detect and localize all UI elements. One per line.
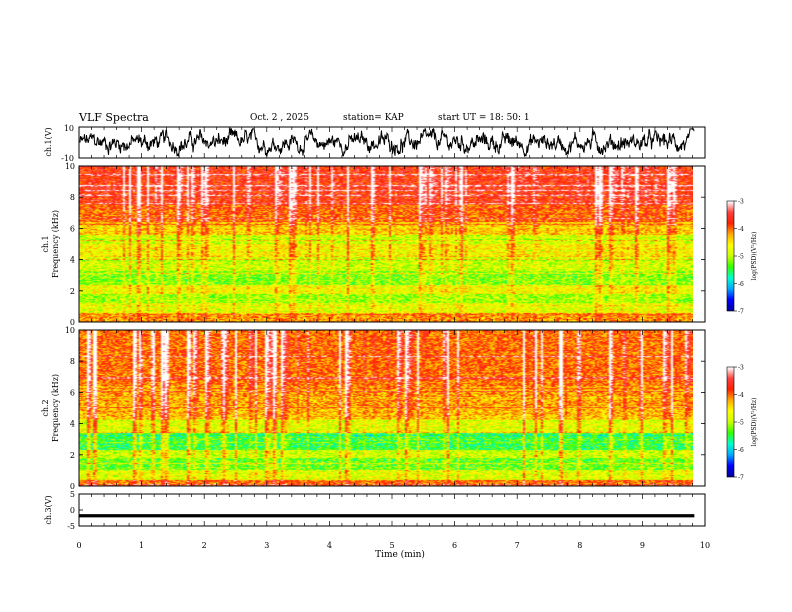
x-tick-label: 7 <box>515 541 520 550</box>
ch2-spec-ylabel-ch: ch.2 <box>41 399 50 416</box>
ch2-spec-ytick-label: 2 <box>70 451 75 460</box>
ch1-ylabel: ch.1(V) <box>44 127 53 156</box>
ch1-spectrogram-image <box>79 166 693 322</box>
date-label: Oct. 2 , 2025 <box>250 113 309 123</box>
x-tick-label: 1 <box>139 541 144 550</box>
ch1-spec-ytick-label: 8 <box>70 193 75 202</box>
ch1-colorbar-tick-label: -5 <box>738 254 744 261</box>
ch2-spec-ytick-label: 6 <box>70 388 75 397</box>
x-tick-label: 3 <box>264 541 269 550</box>
ch1-ytick-top: 10 <box>64 124 74 133</box>
ch2-spec-ytick-label: 0 <box>70 482 75 491</box>
x-axis-label: Time (min) <box>375 549 425 560</box>
ch3-ytick-label: 0 <box>70 506 75 515</box>
ch1-colorbar-label: log(PSD)(V²/Hz) <box>751 232 758 281</box>
ch2-colorbar-tick-label: -7 <box>738 475 744 482</box>
ch3-ytick-label: 5 <box>70 490 75 499</box>
ch3-waveform-trace <box>79 514 695 518</box>
ch1-spec-ytick-label: 4 <box>70 256 75 265</box>
ch1-colorbar-tick-label: -6 <box>738 281 744 288</box>
ch1-waveform-trace <box>79 127 695 158</box>
ch3-ylabel: ch.3(V) <box>44 495 53 524</box>
ch3-waveform-frame <box>78 493 706 527</box>
x-tick-label: 4 <box>327 541 332 550</box>
start-ut-label: start UT = 18: 50: 1 <box>438 113 530 123</box>
ch2-spec-ytick-label: 4 <box>70 420 75 429</box>
ch1-waveform-panel: 10 -10 ch.1(V) <box>44 124 706 163</box>
chart-title: VLF Spectra <box>79 111 149 124</box>
ch2-colorbar-tick-label: -5 <box>738 420 744 427</box>
ch1-ytick-bottom: -10 <box>61 154 74 163</box>
ch2-colorbar <box>727 367 734 477</box>
ch1-spec-ylabel-ch: ch.1 <box>41 235 50 252</box>
x-tick-label: 6 <box>452 541 457 550</box>
ch1-spec-ytick-label: 10 <box>65 162 75 171</box>
ch2-colorbar-tick-label: -6 <box>738 447 744 454</box>
ch2-spec-ytick-label: 10 <box>65 326 75 335</box>
ch1-spec-ytick-label: 0 <box>70 318 75 327</box>
station-label: station= KAP <box>343 113 404 123</box>
ch3-waveform-panel: 5 0 -5 ch.3(V) <box>44 490 706 531</box>
ch3-ytick-label: -5 <box>67 522 75 531</box>
ch1-spec-ytick-label: 6 <box>70 224 75 233</box>
ch1-colorbar-tick-label: -4 <box>738 226 744 233</box>
ch2-colorbar-tick-label: -4 <box>738 392 744 399</box>
x-tick-label: 0 <box>76 541 81 550</box>
ch1-spec-ytick-label: 2 <box>70 287 75 296</box>
ch2-colorbar-label: log(PSD)(V²/Hz) <box>751 398 758 447</box>
x-tick-label: 10 <box>700 541 710 550</box>
ch1-colorbar <box>727 201 734 311</box>
ch1-colorbar-tick-label: -3 <box>738 199 744 206</box>
ch2-spec-ytick-label: 8 <box>70 357 75 366</box>
ch2-spectrogram-image <box>79 330 693 486</box>
x-tick-label: 9 <box>640 541 645 550</box>
ch1-spec-ylabel-freq: Frequency (kHz) <box>51 210 60 278</box>
x-tick-label: 2 <box>202 541 207 550</box>
ch2-spec-ylabel-freq: Frequency (kHz) <box>51 374 60 442</box>
x-tick-label: 5 <box>389 541 394 550</box>
ch1-colorbar-tick-label: -7 <box>738 309 744 316</box>
x-tick-label: 8 <box>577 541 582 550</box>
ch2-colorbar-tick-label: -3 <box>738 365 744 372</box>
